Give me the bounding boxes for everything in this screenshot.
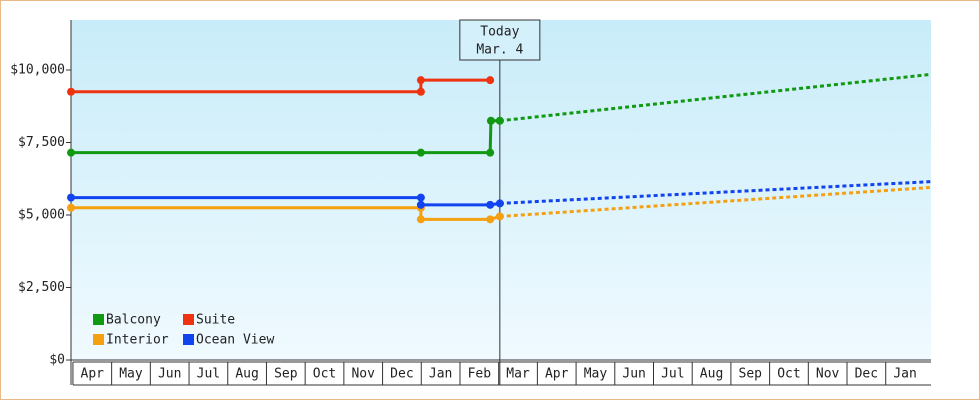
annotation-text: Today <box>480 25 519 40</box>
y-tick-label: $5,000 <box>18 207 65 222</box>
point <box>67 203 75 212</box>
y-tick-label: $0 <box>49 353 65 368</box>
x-tick-label: May <box>584 367 608 382</box>
point <box>486 76 495 85</box>
x-tick-label: Aug <box>700 367 723 382</box>
x-tick-label: Jan <box>893 367 916 382</box>
forecast-line <box>499 185 932 218</box>
point <box>416 215 425 224</box>
point <box>416 148 425 157</box>
point <box>486 200 495 209</box>
x-tick-label: Sep <box>739 367 763 382</box>
annotation-text: Mar. 4 <box>476 43 523 58</box>
legend-swatch <box>93 334 104 345</box>
x-tick-label: Sep <box>274 367 298 382</box>
point <box>67 193 75 202</box>
x-tick-label: Oct <box>777 367 800 382</box>
legend-label: Suite <box>196 313 235 328</box>
series-line <box>71 78 491 94</box>
x-tick-label: Apr <box>81 367 105 382</box>
forecast-line <box>499 180 932 205</box>
y-tick-label: $2,500 <box>18 280 65 295</box>
legend-label: Ocean View <box>196 333 274 348</box>
y-tick-label: $10,000 <box>10 62 65 77</box>
point <box>67 87 75 96</box>
legend-label: Balcony <box>106 313 161 328</box>
x-tick-label: Feb <box>468 367 492 382</box>
x-tick-label: Mar <box>506 367 530 382</box>
plot-area <box>71 20 931 360</box>
legend-swatch <box>183 314 194 325</box>
point <box>486 116 495 125</box>
x-tick-label: Jul <box>661 367 684 382</box>
point <box>495 116 504 125</box>
x-tick-label: Jun <box>158 367 181 382</box>
x-tick-label: Dec <box>855 367 878 382</box>
x-tick-label: Jul <box>197 367 220 382</box>
y-tick-label: $7,500 <box>18 135 65 150</box>
point <box>416 76 425 85</box>
x-tick-label: Nov <box>816 367 840 382</box>
x-tick-label: Jun <box>622 367 645 382</box>
point <box>486 215 495 224</box>
x-tick-label: Dec <box>390 367 413 382</box>
legend-label: Interior <box>106 333 169 348</box>
legend-swatch <box>93 314 104 325</box>
legend-swatch <box>183 334 194 345</box>
x-tick-label: Jan <box>429 367 452 382</box>
point <box>495 212 504 221</box>
x-tick-label: Apr <box>545 367 569 382</box>
point <box>486 148 495 157</box>
x-tick-label: Aug <box>235 367 258 382</box>
annotation-box <box>459 19 541 61</box>
point <box>495 199 504 208</box>
point <box>67 148 75 157</box>
x-tick-label: Nov <box>351 367 375 382</box>
point <box>416 87 425 96</box>
forecast-line <box>499 72 932 123</box>
x-tick-label: Oct <box>313 367 336 382</box>
point <box>416 200 425 209</box>
x-tick-label: May <box>119 367 143 382</box>
point <box>416 193 425 202</box>
